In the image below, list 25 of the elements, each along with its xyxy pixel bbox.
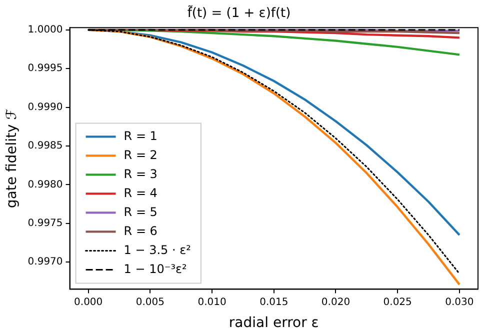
y-tick-label: 0.9985 — [28, 140, 63, 152]
legend-label: R = 4 — [124, 186, 158, 200]
y-tick-label: 0.9970 — [28, 256, 63, 268]
x-tick-label: 0.000 — [74, 296, 103, 308]
y-tick-label: 0.9975 — [28, 218, 63, 230]
legend-label: R = 5 — [124, 204, 158, 219]
chart-title: f̃(t) = (1 + ε)f(t) — [187, 4, 291, 22]
legend-label: R = 1 — [124, 128, 158, 143]
legend-label: R = 3 — [124, 166, 158, 181]
x-axis-title: radial error ε — [228, 315, 319, 332]
x-tick-label: 0.020 — [321, 296, 350, 308]
x-tick-label: 0.030 — [445, 296, 474, 308]
legend-label: 1 − 3.5 · ε² — [124, 242, 192, 257]
x-tick-label: 0.025 — [383, 296, 412, 308]
y-tick-label: 1.0000 — [28, 24, 63, 36]
x-tick-label: 0.015 — [260, 296, 288, 308]
x-tick-label: 0.010 — [198, 296, 226, 308]
x-tick-label: 0.005 — [136, 296, 165, 308]
legend-label: R = 2 — [124, 148, 158, 162]
legend-label: R = 6 — [124, 224, 158, 238]
y-tick-label: 0.9990 — [28, 102, 63, 113]
y-axis-title: gate fidelity ℱ — [4, 108, 20, 208]
legend-label: 1 − 10⁻³ε² — [124, 262, 188, 276]
y-tick-label: 0.9980 — [28, 179, 63, 190]
y-tick-label: 0.9995 — [28, 63, 63, 74]
